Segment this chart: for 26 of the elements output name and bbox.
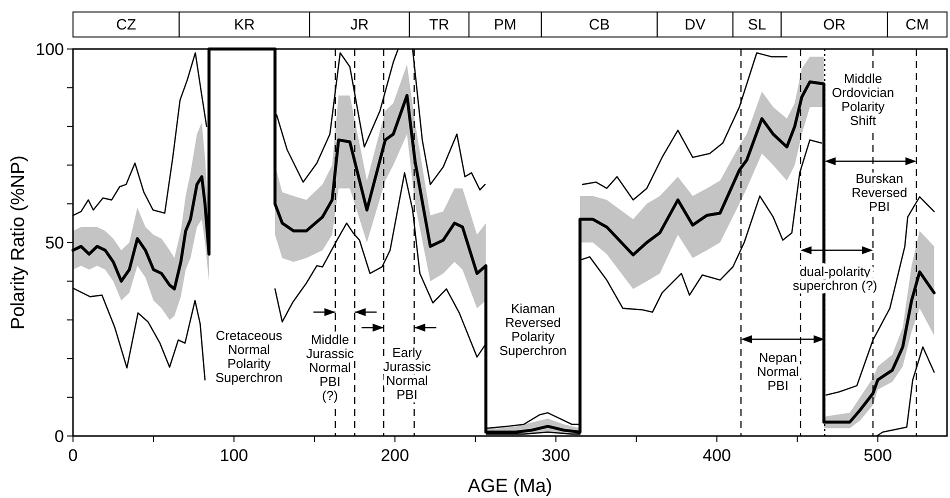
x-tick-label: 400 [702, 446, 732, 465]
series-label: CB [588, 16, 610, 34]
y-axis-title: Polarity Ratio (%NP) [8, 155, 29, 330]
x-axis-title: AGE (Ma) [468, 476, 552, 497]
annotation: Kiaman Reversed Polarity Superchron [499, 301, 567, 358]
series-label: SL [748, 16, 766, 34]
y-tick-label: 0 [54, 427, 64, 446]
y-tick-label: 100 [36, 40, 64, 59]
series-label: TR [429, 16, 450, 34]
series-label: CM [906, 16, 929, 34]
annotation: Cretaceous Normal Polarity Superchron [215, 328, 283, 385]
series-label: OR [823, 16, 846, 34]
x-tick-label: 500 [864, 446, 892, 465]
y-tick-label: 50 [45, 234, 64, 252]
annotation: Nepan Normal PBI [757, 350, 800, 393]
annotation: Burskan Reversed PBI [852, 171, 908, 214]
x-tick-label: 300 [542, 446, 570, 465]
series-label: JR [350, 16, 369, 34]
x-tick-label: 100 [220, 446, 248, 465]
series-label: KR [234, 16, 256, 34]
annotation: Middle Ordovician Polarity Shift [832, 71, 894, 128]
x-tick-label: 0 [68, 446, 78, 465]
series-label: DV [684, 16, 706, 34]
x-tick-label: 200 [380, 446, 410, 465]
series-label: CZ [116, 16, 136, 34]
series-label: PM [494, 16, 516, 34]
